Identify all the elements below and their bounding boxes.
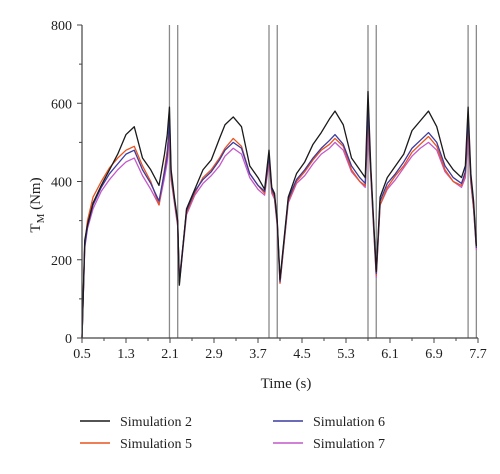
x-tick-label: 7.7 bbox=[469, 347, 487, 362]
y-tick-label: 800 bbox=[51, 19, 72, 34]
legend-label: Simulation 6 bbox=[313, 415, 385, 430]
x-tick-label: 4.5 bbox=[293, 347, 311, 362]
x-tick-label: 0.5 bbox=[73, 347, 91, 362]
legend-item-simulation-5: Simulation 5 bbox=[80, 437, 192, 452]
x-tick-label: 3.7 bbox=[249, 347, 267, 362]
legend-label: Simulation 2 bbox=[120, 415, 192, 430]
legend-label: Simulation 5 bbox=[120, 437, 192, 452]
series-line-simulation-2 bbox=[81, 90, 477, 339]
y-axis-label-unit: (Nm) bbox=[28, 177, 44, 213]
y-tick-label: 400 bbox=[51, 176, 72, 191]
x-tick-label: 2.9 bbox=[205, 347, 223, 362]
x-tick-label: 2.1 bbox=[161, 347, 179, 362]
x-tick-label: 6.1 bbox=[381, 347, 399, 362]
y-axis-label-subscript: M bbox=[35, 213, 47, 223]
vertical-markers-layer bbox=[168, 25, 478, 338]
legend-label: Simulation 7 bbox=[313, 437, 385, 452]
legend: Simulation 2 Simulation 5 Simulation 6 S… bbox=[80, 415, 385, 452]
legend-item-simulation-7: Simulation 7 bbox=[273, 437, 385, 452]
legend-item-simulation-2: Simulation 2 bbox=[80, 415, 192, 430]
y-tick-label: 0 bbox=[65, 332, 72, 347]
x-tick-label: 5.3 bbox=[337, 347, 355, 362]
y-tick-label: 600 bbox=[51, 97, 72, 112]
y-axis-label: TM (Nm) bbox=[28, 177, 47, 232]
axes-layer: 0.5 1.3 2.1 2.9 3.7 4.5 5.3 6.1 6.9 7.7 0 200 400 600… bbox=[51, 19, 487, 362]
x-tick-label: 6.9 bbox=[425, 347, 443, 362]
y-axis-label-symbol: T bbox=[28, 223, 44, 232]
series-layer bbox=[81, 90, 477, 339]
y-tick-label: 200 bbox=[51, 254, 72, 269]
x-axis-label: Time (s) bbox=[261, 376, 312, 392]
x-tick-label: 1.3 bbox=[117, 347, 135, 362]
legend-item-simulation-6: Simulation 6 bbox=[273, 415, 385, 430]
